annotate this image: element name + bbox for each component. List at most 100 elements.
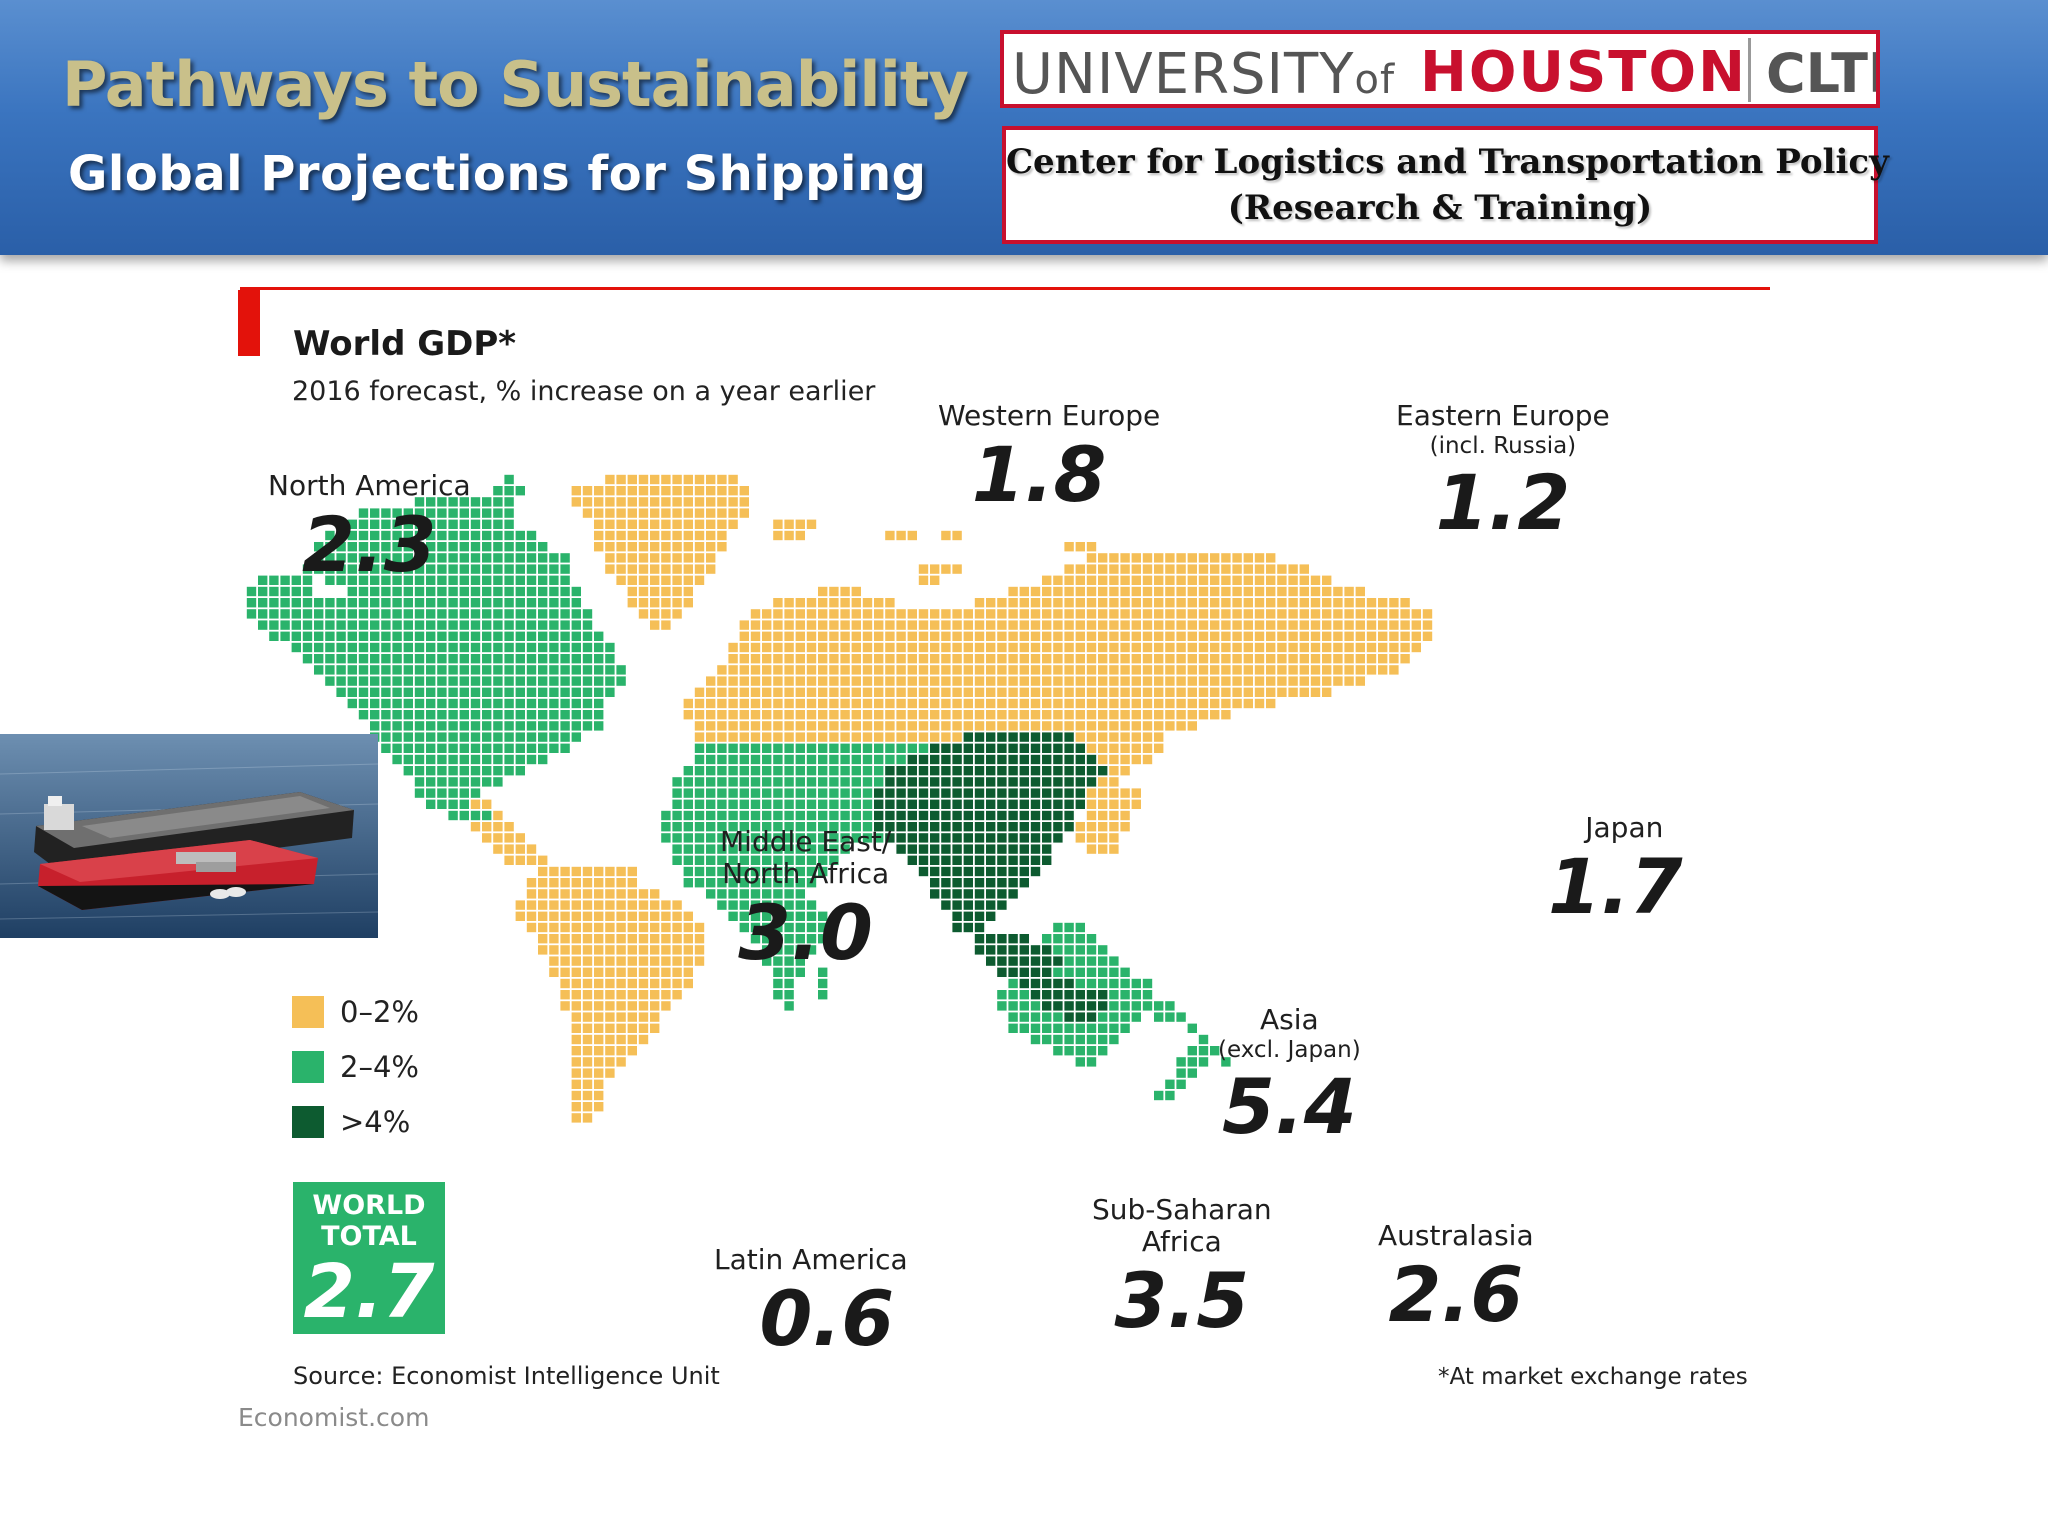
map-tile	[1064, 710, 1074, 720]
map-tile	[762, 956, 772, 966]
map-tile	[818, 676, 828, 686]
map-tile	[560, 900, 570, 910]
map-tile	[650, 900, 660, 910]
map-tile	[930, 721, 940, 731]
map-tile	[291, 586, 301, 597]
map-tile	[594, 676, 604, 686]
map-tile	[538, 598, 548, 608]
map-tile	[650, 564, 660, 574]
map-tile	[706, 710, 716, 720]
map-tile	[582, 687, 593, 697]
map-tile	[1030, 833, 1041, 843]
map-tile	[1165, 620, 1175, 630]
map-tile	[1075, 631, 1085, 641]
map-tile	[795, 956, 805, 966]
map-tile	[672, 855, 682, 865]
map-tile	[806, 698, 817, 709]
map-tile	[582, 1068, 593, 1078]
map-tile	[1008, 676, 1018, 686]
map-tile	[1120, 754, 1130, 765]
map-tile	[370, 642, 380, 653]
map-tile	[1008, 833, 1018, 843]
map-tile	[1075, 575, 1085, 585]
map-tile	[1366, 620, 1377, 630]
map-tile	[1210, 631, 1220, 641]
map-tile	[683, 810, 693, 821]
map-tile	[594, 1079, 604, 1089]
map-tile	[1042, 766, 1052, 776]
map-tile	[1176, 553, 1186, 563]
map-tile	[918, 698, 929, 709]
map-tile	[560, 553, 570, 563]
map-tile	[1008, 698, 1018, 709]
map-tile	[818, 654, 828, 664]
map-tile	[381, 687, 391, 697]
map-tile	[1131, 620, 1141, 630]
map-tile	[650, 553, 660, 563]
map-tile	[1086, 687, 1097, 697]
map-tile	[582, 486, 593, 496]
map-tile	[515, 844, 525, 854]
map-tile	[526, 721, 537, 731]
map-tile	[470, 754, 481, 765]
map-tile	[1198, 1057, 1209, 1067]
map-tile	[504, 575, 514, 585]
map-tile	[1064, 934, 1074, 944]
map-tile	[784, 833, 794, 843]
map-tile	[762, 754, 772, 765]
map-tile	[1187, 642, 1197, 653]
map-tile	[616, 542, 626, 552]
map-tile	[1053, 598, 1063, 608]
map-tile	[918, 788, 929, 798]
map-tile	[661, 978, 671, 989]
map-tile	[650, 911, 660, 921]
map-tile	[638, 553, 649, 563]
map-tile	[571, 586, 581, 597]
map-tile	[616, 878, 626, 888]
map-tile	[1299, 620, 1309, 630]
map-tile	[627, 553, 637, 563]
map-tile	[1131, 710, 1141, 720]
map-tile	[739, 631, 749, 641]
map-tile	[358, 710, 369, 720]
map-tile	[459, 754, 469, 765]
map-title: World GDP*	[293, 324, 517, 364]
map-tile	[1310, 598, 1321, 608]
map-tile	[1142, 553, 1153, 563]
map-tile	[1176, 642, 1186, 653]
map-tile	[706, 777, 716, 787]
map-tile	[381, 609, 391, 619]
map-tile	[1030, 788, 1041, 798]
map-tile	[974, 822, 985, 832]
map-tile	[347, 631, 357, 641]
map-tile	[616, 676, 626, 686]
map-tile	[1210, 698, 1220, 709]
map-tile	[840, 687, 850, 697]
map-tile	[795, 911, 805, 921]
map-tile	[1008, 844, 1018, 854]
map-tile	[1109, 732, 1119, 742]
map-tile	[1198, 710, 1209, 720]
map-tile	[762, 788, 772, 798]
region-label-japan: Japan 1.7	[1548, 812, 1683, 930]
map-tile	[907, 766, 917, 776]
map-tile	[571, 732, 581, 742]
map-tile	[1064, 721, 1074, 731]
map-tile	[1075, 654, 1085, 664]
map-tile	[1019, 665, 1029, 675]
map-tile	[470, 788, 481, 798]
map-tile	[1030, 721, 1041, 731]
map-tile	[694, 721, 705, 731]
map-tile	[448, 788, 458, 798]
map-tile	[885, 598, 895, 608]
map-tile	[1299, 609, 1309, 619]
map-tile	[840, 598, 850, 608]
map-tile	[1053, 586, 1063, 597]
map-tile	[1389, 642, 1399, 653]
map-tile	[762, 822, 772, 832]
map-tile	[1154, 676, 1164, 686]
map-tile	[571, 642, 581, 653]
map-tile	[829, 822, 839, 832]
map-tile	[672, 990, 682, 1000]
map-tile	[549, 710, 559, 720]
